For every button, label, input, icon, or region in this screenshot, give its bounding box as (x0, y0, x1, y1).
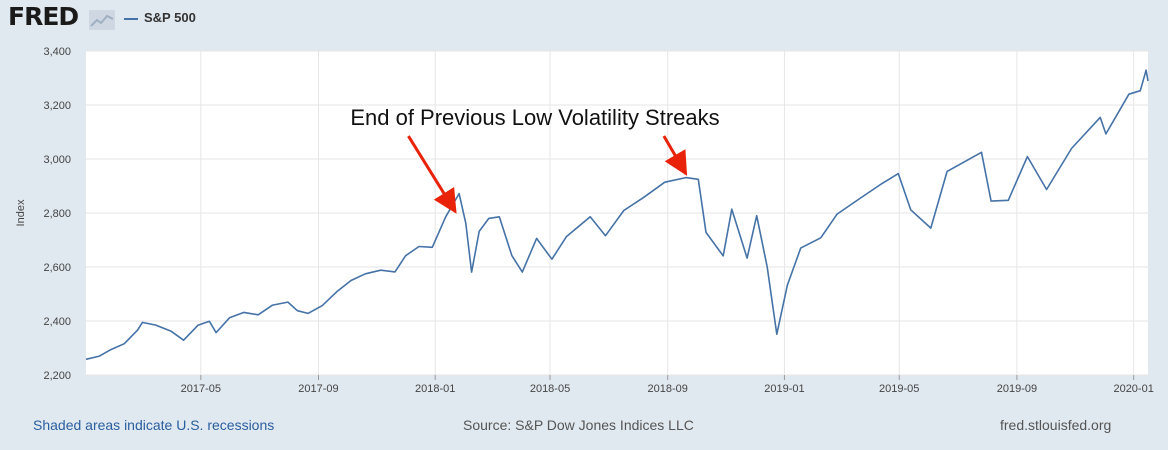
legend-swatch (124, 18, 138, 20)
y-tick-label: 3,400 (43, 46, 71, 58)
x-tick-label: 2017-09 (298, 383, 338, 395)
recession-note-link[interactable]: Shaded areas indicate U.S. recessions (33, 417, 275, 433)
annotation-arrow (407, 135, 457, 214)
source-text: Source: S&P Dow Jones Indices LLC (463, 417, 694, 433)
series-line-sp500 (85, 69, 1149, 361)
series-group (85, 69, 1149, 361)
x-tick-label: 2018-01 (415, 383, 455, 395)
x-tick-label: 2017-05 (181, 383, 221, 395)
annotation-arrow (662, 135, 688, 176)
line-chart: 2,200 2,400 2,600 2,800 3,000 3,200 3,400 2017… (15, 46, 1154, 395)
annotations: End of Previous Low Volatility Streaks (350, 105, 720, 214)
y-tick-label: 3,200 (43, 100, 71, 112)
y-tick-label: 2,200 (43, 370, 71, 382)
x-tick-label: 2019-09 (997, 383, 1037, 395)
x-tick-label: 2018-09 (648, 383, 688, 395)
legend-label: S&P 500 (144, 10, 196, 25)
x-tick-label: 2019-01 (764, 383, 804, 395)
y-tick-label: 2,800 (43, 208, 71, 220)
x-tick-label: 2018-05 (530, 383, 570, 395)
x-tick-label: 2019-05 (879, 383, 919, 395)
x-tick-label: 2020-01 (1113, 383, 1153, 395)
site-link[interactable]: fred.stlouisfed.org (1000, 417, 1112, 433)
y-tick-label: 2,600 (43, 262, 71, 274)
y-tick-label: 2,400 (43, 316, 71, 328)
fred-logo[interactable]: FRED (8, 2, 79, 31)
x-axis-ticks: 2017-05 2017-09 2018-01 2018-05 2018-09 2019-… (181, 375, 1154, 395)
chart-header: FRED S&P 500 (0, 0, 1168, 40)
y-axis-label: Index (15, 199, 27, 226)
annotation-text: End of Previous Low Volatility Streaks (350, 105, 719, 130)
y-axis-ticks: 2,200 2,400 2,600 2,800 3,000 3,200 3,400 (43, 46, 71, 382)
y-tick-label: 3,000 (43, 154, 71, 166)
fred-logo-chart-icon (89, 10, 115, 30)
